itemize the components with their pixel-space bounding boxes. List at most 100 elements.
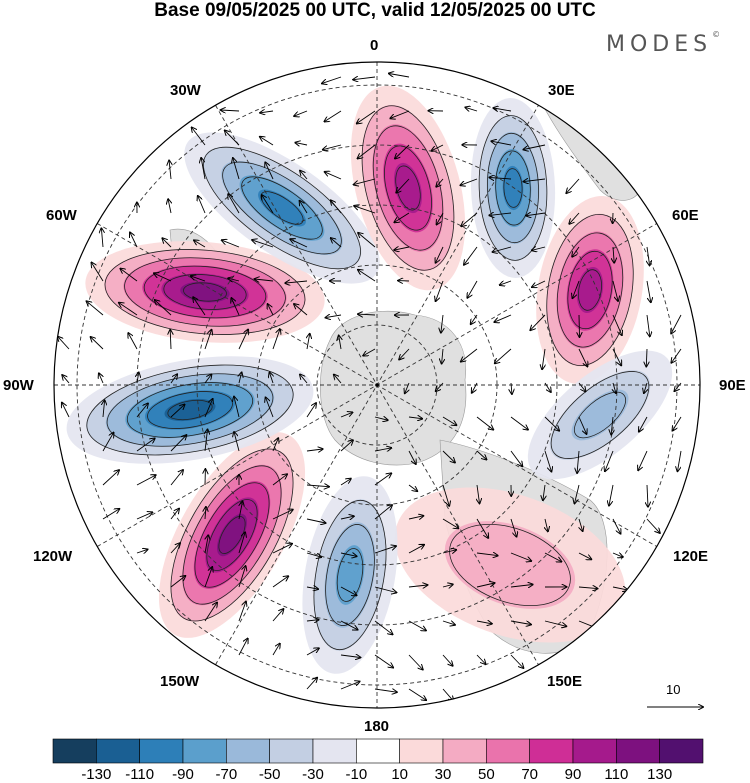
wind-vector <box>353 77 376 80</box>
lon-label-90w: 90W <box>3 377 34 394</box>
wind-vector <box>300 375 308 384</box>
contour-line <box>478 115 548 261</box>
anomaly-lobe-9 <box>66 356 314 464</box>
wind-vector <box>331 238 342 248</box>
contour-set-0 <box>104 249 306 335</box>
wind-vector <box>87 301 104 316</box>
contour-set-8 <box>170 448 294 622</box>
wind-vector <box>408 516 423 519</box>
wind-vector <box>476 621 492 624</box>
wind-vector <box>221 110 240 111</box>
wind-vector <box>204 399 213 418</box>
wind-vector <box>252 240 274 248</box>
colorbar-swatch <box>269 738 314 764</box>
colorbar-swatch <box>616 738 660 764</box>
wind-vector <box>255 279 274 281</box>
wind-vector <box>136 439 155 452</box>
colorbar-swatch <box>572 738 617 764</box>
wind-vector <box>99 373 103 384</box>
wind-vector <box>204 375 211 384</box>
wind-vector <box>137 373 139 384</box>
wind-vector <box>545 518 548 531</box>
colorbar-tick-label: -30 <box>302 766 324 783</box>
wind-vector <box>169 161 171 180</box>
wind-vector <box>442 654 453 666</box>
wind-vector <box>272 576 288 588</box>
wind-vector <box>544 552 561 562</box>
wind-vector <box>204 330 212 350</box>
wind-vector <box>334 375 342 384</box>
wind-vector <box>307 334 310 350</box>
wind-vector <box>205 507 206 520</box>
wind-vector <box>408 654 423 670</box>
wind-vector <box>544 450 551 472</box>
wind-vector <box>162 238 172 248</box>
wind-vector <box>340 586 357 595</box>
colorbar-swatch <box>139 738 184 764</box>
wind-vector <box>262 195 274 214</box>
contour-line <box>182 465 282 605</box>
wind-vector <box>300 171 308 180</box>
wind-vector <box>396 178 410 193</box>
wind-vector <box>489 213 512 215</box>
anomaly-lobe-8 <box>158 432 306 638</box>
wind-vector <box>544 416 559 431</box>
wind-vector <box>408 545 424 554</box>
wind-vector <box>374 689 397 692</box>
wind-vector <box>119 303 138 316</box>
wind-vector <box>477 484 480 503</box>
wind-vector <box>358 233 376 248</box>
contour-line <box>241 176 323 240</box>
wind-vector <box>234 432 240 452</box>
wind-vector <box>238 602 246 622</box>
wind-vector <box>170 330 171 350</box>
wind-vector <box>644 382 647 393</box>
contour-line <box>163 274 247 310</box>
wind-vector <box>170 509 179 520</box>
colorbar <box>52 738 704 764</box>
wind-vector <box>577 450 579 473</box>
wind-vector <box>578 416 587 434</box>
wind-vector <box>510 620 531 625</box>
wind-vector <box>612 553 623 557</box>
wind-vector <box>579 518 583 531</box>
wind-vector <box>530 314 546 330</box>
wind-vector <box>260 111 274 113</box>
wind-vector <box>272 609 283 622</box>
wind-vector <box>442 621 455 625</box>
wind-vector <box>399 348 410 359</box>
wind-vector <box>572 246 580 257</box>
colorbar-tick-label: 130 <box>647 766 673 783</box>
wind-vector <box>461 178 478 185</box>
wind-vector <box>239 373 242 384</box>
shade-level <box>335 545 365 605</box>
wind-vector <box>170 405 185 418</box>
contour-line <box>86 364 294 456</box>
wind-vector <box>272 544 292 554</box>
wind-vector <box>494 108 512 111</box>
wind-vector <box>510 518 517 537</box>
contour-line <box>578 269 602 311</box>
wind-vector <box>193 297 206 316</box>
anomaly-lobe-7 <box>302 476 398 674</box>
wind-vector <box>295 143 308 145</box>
wind-vector <box>228 194 240 214</box>
colorbar-tick-label: 50 <box>477 766 495 783</box>
colorbar-tick-label: 70 <box>521 766 538 783</box>
wind-vector <box>339 336 341 350</box>
wind-vector <box>578 348 587 366</box>
colorbar-tick-label: -50 <box>258 766 281 783</box>
wind-vector <box>611 416 613 434</box>
wind-vector <box>476 518 488 538</box>
wind-vector <box>306 449 323 451</box>
colorbar-tick-label: 90 <box>564 766 582 783</box>
wind-vector <box>228 278 240 281</box>
wind-vector <box>374 505 392 520</box>
wind-vector <box>374 546 396 554</box>
lon-label-90e: 90E <box>719 377 746 394</box>
wind-vector <box>671 348 682 363</box>
wind-vector <box>340 553 357 556</box>
wind-vector <box>238 639 248 656</box>
wind-vector <box>331 200 342 214</box>
wind-vector <box>136 404 148 418</box>
